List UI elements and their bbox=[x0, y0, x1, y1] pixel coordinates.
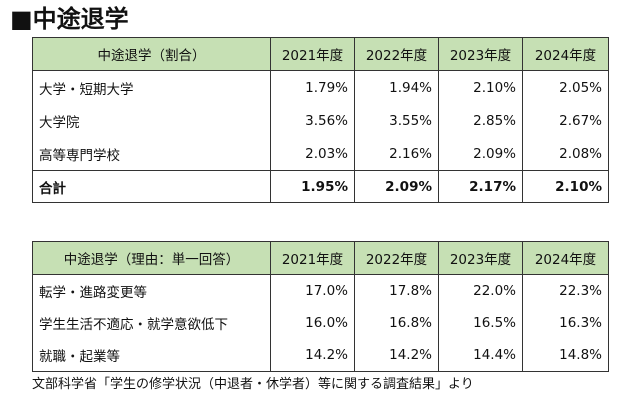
value-cell: 14.8% bbox=[522, 339, 609, 372]
row-label: 就職・起業等 bbox=[32, 339, 271, 372]
row-label: 高等専門学校 bbox=[32, 137, 271, 171]
table-header-row: 中途退学（理由：単一回答） 2021年度 2022年度 2023年度 2024年… bbox=[32, 241, 609, 275]
table-row: 大学院 3.56% 3.55% 2.85% 2.67% bbox=[32, 104, 609, 137]
value-cell: 2.08% bbox=[522, 137, 609, 171]
header-cell: 中途退学（理由：単一回答） bbox=[32, 241, 271, 275]
table-row: 学生生活不適応・就学意欲低下 16.0% 16.8% 16.5% 16.3% bbox=[32, 307, 609, 339]
total-value-cell: 2.10% bbox=[522, 170, 609, 203]
header-cell: 2022年度 bbox=[354, 37, 439, 71]
total-value-cell: 1.95% bbox=[270, 170, 355, 203]
table-header-row: 中途退学（割合） 2021年度 2022年度 2023年度 2024年度 bbox=[32, 37, 609, 71]
value-cell: 22.3% bbox=[522, 274, 609, 307]
table-row: 大学・短期大学 1.79% 1.94% 2.10% 2.05% bbox=[32, 70, 609, 104]
header-cell: 2022年度 bbox=[354, 241, 439, 275]
value-cell: 2.10% bbox=[438, 70, 523, 104]
value-cell: 22.0% bbox=[438, 274, 523, 307]
value-cell: 2.05% bbox=[522, 70, 609, 104]
source-note: 文部科学省「学生の修学状況（中退者・休学者）等に関する調査結果」より bbox=[32, 377, 474, 392]
value-cell: 2.16% bbox=[354, 137, 439, 171]
table-row: 高等専門学校 2.03% 2.16% 2.09% 2.08% bbox=[32, 137, 609, 171]
value-cell: 16.0% bbox=[270, 307, 355, 339]
value-cell: 2.09% bbox=[438, 137, 523, 171]
table-row: 転学・進路変更等 17.0% 17.8% 22.0% 22.3% bbox=[32, 274, 609, 307]
value-cell: 17.0% bbox=[270, 274, 355, 307]
value-cell: 2.67% bbox=[522, 104, 609, 137]
page-title: ■中途退学 bbox=[10, 5, 129, 33]
value-cell: 14.2% bbox=[354, 339, 439, 372]
header-cell: 2021年度 bbox=[270, 241, 355, 275]
row-label: 転学・進路変更等 bbox=[32, 274, 271, 307]
value-cell: 16.8% bbox=[354, 307, 439, 339]
value-cell: 16.5% bbox=[438, 307, 523, 339]
header-cell: 2023年度 bbox=[438, 37, 523, 71]
dropout-reason-table: 中途退学（理由：単一回答） 2021年度 2022年度 2023年度 2024年… bbox=[32, 241, 609, 372]
total-label: 合計 bbox=[32, 170, 271, 203]
value-cell: 14.2% bbox=[270, 339, 355, 372]
value-cell: 3.55% bbox=[354, 104, 439, 137]
header-cell: 2021年度 bbox=[270, 37, 355, 71]
value-cell: 14.4% bbox=[438, 339, 523, 372]
total-value-cell: 2.09% bbox=[354, 170, 439, 203]
header-cell: 中途退学（割合） bbox=[32, 37, 271, 71]
value-cell: 16.3% bbox=[522, 307, 609, 339]
table-row: 就職・起業等 14.2% 14.2% 14.4% 14.8% bbox=[32, 339, 609, 372]
value-cell: 1.94% bbox=[354, 70, 439, 104]
value-cell: 3.56% bbox=[270, 104, 355, 137]
value-cell: 2.85% bbox=[438, 104, 523, 137]
header-cell: 2024年度 bbox=[522, 37, 609, 71]
header-cell: 2023年度 bbox=[438, 241, 523, 275]
total-row: 合計 1.95% 2.09% 2.17% 2.10% bbox=[32, 170, 609, 203]
value-cell: 2.03% bbox=[270, 137, 355, 171]
dropout-rate-table: 中途退学（割合） 2021年度 2022年度 2023年度 2024年度 大学・… bbox=[32, 37, 609, 203]
value-cell: 1.79% bbox=[270, 70, 355, 104]
header-cell: 2024年度 bbox=[522, 241, 609, 275]
row-label: 大学院 bbox=[32, 104, 271, 137]
total-value-cell: 2.17% bbox=[438, 170, 523, 203]
value-cell: 17.8% bbox=[354, 274, 439, 307]
row-label: 学生生活不適応・就学意欲低下 bbox=[32, 307, 271, 339]
row-label: 大学・短期大学 bbox=[32, 70, 271, 104]
